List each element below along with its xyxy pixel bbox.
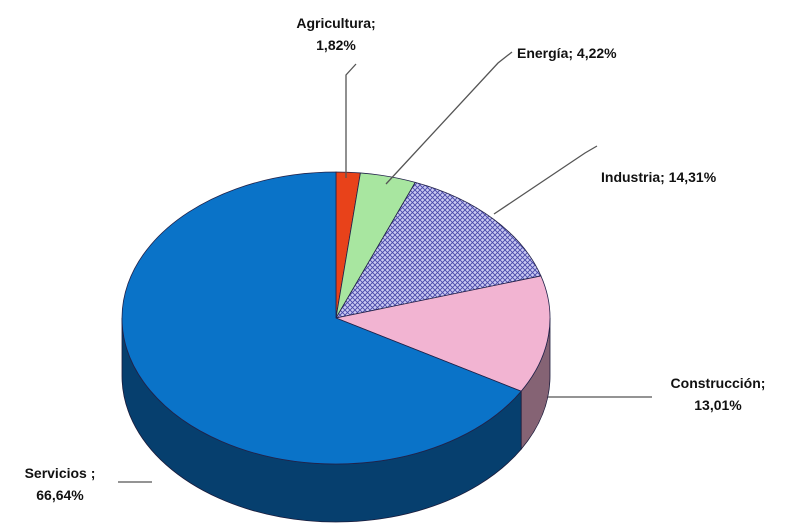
- slice-value-agricultura: 1,82%: [316, 37, 356, 53]
- pie-slice-construccion: [334, 275, 551, 392]
- slice-value-construccion: 13,01%: [694, 397, 742, 413]
- slice-labels: Agricultura; 1,82% Energía; 4,22% Industria…: [25, 15, 766, 503]
- leader-lines: [118, 51, 652, 483]
- slice-label-industria: Industria; 14,31%: [601, 169, 717, 185]
- slice-value-servicios: 66,64%: [36, 487, 84, 503]
- slice-label-servicios: Servicios ;: [25, 465, 96, 481]
- pie-slice-industria: [335, 181, 542, 319]
- leader-line-industria: [493, 145, 598, 215]
- slice-label-agricultura: Agricultura;: [296, 15, 375, 31]
- slice-label-energia: Energía; 4,22%: [517, 45, 617, 61]
- leader-line-agricultura: [345, 63, 357, 178]
- slice-label-construccion: Construcción;: [671, 375, 766, 391]
- leader-line-energia: [385, 51, 513, 185]
- pie-slice-servicios: [121, 171, 522, 465]
- pie-top-faces: [121, 171, 551, 465]
